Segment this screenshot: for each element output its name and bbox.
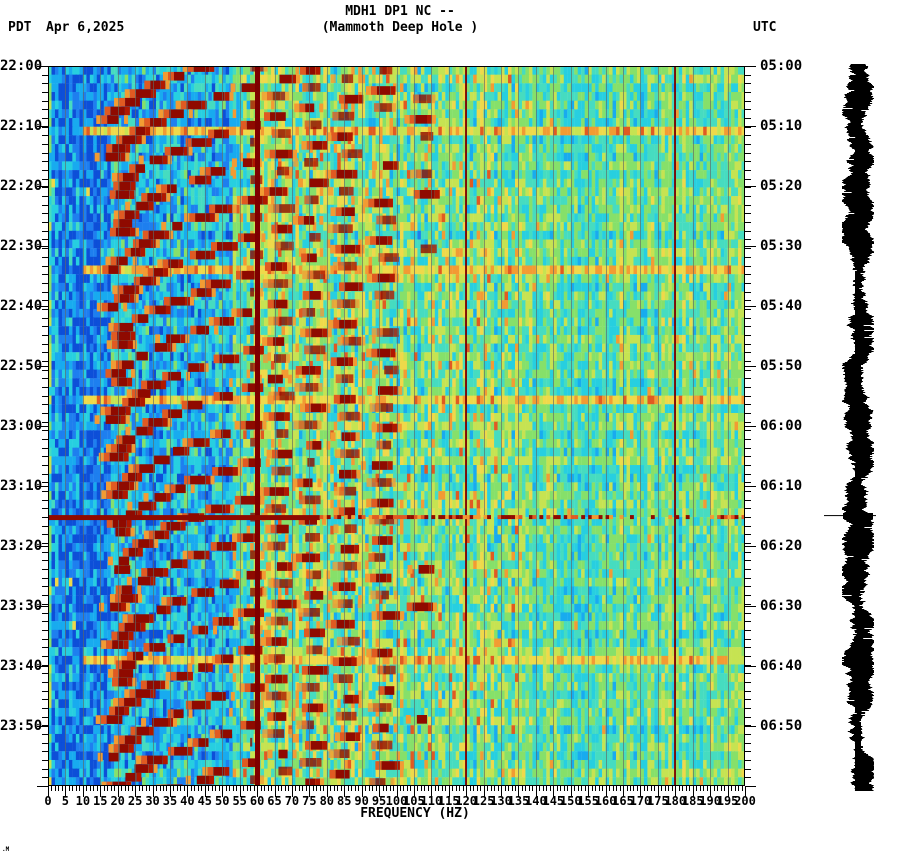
utc-time-label: 05:40 — [760, 298, 803, 314]
freq-tick-label: 5 — [61, 794, 70, 808]
freq-tick-label: 75 — [302, 794, 317, 808]
pdt-time-label: 22:20 — [0, 178, 43, 194]
utc-time-label: 05:20 — [760, 178, 803, 194]
freq-tick-label: 100 — [385, 794, 408, 808]
freq-tick-label: 40 — [180, 794, 195, 808]
freq-tick-label: 170 — [629, 794, 652, 808]
freq-tick-label: 25 — [127, 794, 143, 808]
freq-tick-label: 105 — [403, 794, 425, 808]
freq-tick-label: 20 — [110, 794, 125, 808]
freq-tick-label: 160 — [594, 794, 617, 808]
utc-time-label: 05:50 — [760, 358, 803, 374]
freq-tick-label: 30 — [145, 794, 160, 808]
freq-tick-label: 195 — [716, 794, 739, 808]
freq-tick-label: 190 — [699, 794, 721, 808]
freq-tick-label: 140 — [525, 794, 547, 808]
pdt-time-label: 22:00 — [0, 58, 43, 74]
pdt-time-label: 22:10 — [0, 118, 43, 134]
freq-tick-label: 15 — [93, 794, 108, 808]
utc-time-label: 06:50 — [760, 718, 803, 734]
utc-time-label: 06:00 — [760, 418, 803, 434]
freq-tick-label: 90 — [354, 794, 369, 808]
freq-tick-label: 80 — [319, 794, 335, 808]
pdt-time-label: 23:30 — [0, 598, 43, 614]
freq-tick-label: 45 — [197, 794, 213, 808]
footer-mark: .M — [2, 846, 10, 853]
seismogram-trace-canvas — [820, 56, 900, 800]
pdt-time-label: 23:50 — [0, 718, 43, 734]
freq-tick-label: 50 — [215, 794, 230, 808]
pdt-time-label: 23:40 — [0, 658, 43, 674]
pdt-time-label: 23:00 — [0, 418, 43, 434]
pdt-time-label: 22:50 — [0, 358, 43, 374]
freq-tick-label: 10 — [75, 794, 91, 808]
freq-tick-label: 155 — [577, 794, 600, 808]
frequency-axis-title: FREQUENCY (HZ) — [360, 806, 470, 821]
freq-tick-label: 65 — [267, 794, 282, 808]
utc-time-label: 05:10 — [760, 118, 803, 134]
freq-tick-label: 145 — [542, 794, 565, 808]
freq-tick-label: 135 — [507, 794, 530, 808]
freq-tick-label: 115 — [437, 794, 460, 808]
freq-tick-label: 200 — [734, 794, 756, 808]
pdt-time-label: 22:30 — [0, 238, 43, 254]
utc-time-label: 06:20 — [760, 538, 803, 554]
utc-time-label: 05:00 — [760, 58, 803, 74]
freq-tick-label: 150 — [559, 794, 582, 808]
freq-tick-label: 110 — [420, 794, 443, 808]
freq-tick-label: 180 — [664, 794, 687, 808]
pdt-time-label: 23:10 — [0, 478, 43, 494]
freq-tick-label: 55 — [232, 794, 247, 808]
freq-tick-label: 175 — [647, 794, 669, 808]
freq-tick-label: 35 — [162, 794, 178, 808]
pdt-time-label: 23:20 — [0, 538, 43, 554]
freq-tick-label: 120 — [455, 794, 478, 808]
freq-tick-label: 165 — [612, 794, 634, 808]
freq-tick-label: 130 — [490, 794, 512, 808]
utc-time-label: 05:30 — [760, 238, 803, 254]
freq-tick-label: 95 — [371, 794, 387, 808]
freq-tick-label: 60 — [249, 794, 265, 808]
utc-time-label: 06:30 — [760, 598, 803, 614]
pdt-time-label: 22:40 — [0, 298, 43, 314]
freq-tick-label: 70 — [284, 794, 300, 808]
freq-tick-label: 85 — [336, 794, 352, 808]
freq-tick-label: 185 — [681, 794, 704, 808]
utc-time-label: 06:40 — [760, 658, 803, 674]
freq-tick-label: 0 — [44, 794, 52, 808]
freq-tick-label: 125 — [472, 794, 495, 808]
utc-time-label: 06:10 — [760, 478, 803, 494]
